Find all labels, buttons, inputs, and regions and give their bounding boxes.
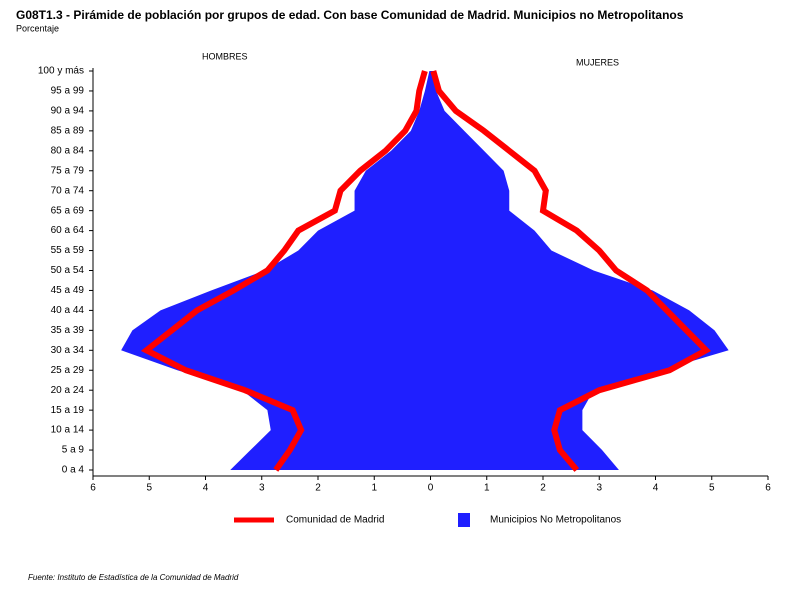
y-tick-label: 10 a 14 (51, 425, 85, 436)
chart-title: G08T1.3 - Pirámide de población por grup… (16, 8, 684, 22)
x-tick-label: 3 (596, 483, 602, 494)
y-tick-label: 65 a 69 (51, 205, 85, 216)
x-tick-label: 4 (203, 483, 209, 494)
legend-label: Comunidad de Madrid (286, 515, 384, 526)
x-tick-label: 1 (484, 483, 490, 494)
y-tick-label: 70 a 74 (51, 185, 85, 196)
y-tick-label: 80 a 84 (51, 145, 85, 156)
x-tick-label: 0 (428, 483, 434, 494)
y-tick-label: 25 a 29 (51, 365, 85, 376)
population-area (121, 71, 431, 470)
x-tick-label: 2 (315, 483, 321, 494)
group-label: MUJERES (576, 57, 619, 67)
y-tick-label: 5 a 9 (62, 445, 85, 456)
y-tick-label: 55 a 59 (51, 245, 85, 256)
y-tick-label: 75 a 79 (51, 165, 85, 176)
y-tick-label: 0 a 4 (62, 465, 85, 476)
x-tick-label: 5 (146, 483, 152, 494)
y-tick-label: 15 a 19 (51, 405, 85, 416)
x-tick-label: 6 (90, 483, 96, 494)
x-tick-label: 3 (259, 483, 265, 494)
y-tick-label: 30 a 34 (51, 345, 85, 356)
y-tick-label: 40 a 44 (51, 305, 85, 316)
population-area (430, 71, 729, 470)
x-tick-label: 5 (709, 483, 715, 494)
x-tick-label: 1 (371, 483, 377, 494)
y-tick-label: 90 a 94 (51, 106, 85, 117)
population-line (140, 70, 428, 472)
group-label: HOMBRES (202, 51, 248, 61)
y-tick-label: 20 a 24 (51, 385, 85, 396)
y-tick-label: 85 a 89 (51, 125, 85, 136)
population-line (430, 70, 712, 472)
y-tick-label: 50 a 54 (51, 265, 85, 276)
legend-label: Municipios No Metropolitanos (490, 515, 621, 526)
y-tick-label: 60 a 64 (51, 225, 85, 236)
y-tick-label: 45 a 49 (51, 285, 85, 296)
y-tick-label: 100 y más (38, 66, 84, 77)
y-tick-label: 35 a 39 (51, 325, 85, 336)
legend-swatch (458, 513, 470, 527)
x-tick-label: 2 (540, 483, 546, 494)
x-tick-label: 4 (653, 483, 659, 494)
y-tick-label: 95 a 99 (51, 86, 85, 97)
source: Fuente: Instituto de Estadística de la C… (28, 573, 239, 582)
chart-subtitle: Porcentaje (16, 23, 59, 33)
x-tick-label: 6 (765, 483, 771, 494)
